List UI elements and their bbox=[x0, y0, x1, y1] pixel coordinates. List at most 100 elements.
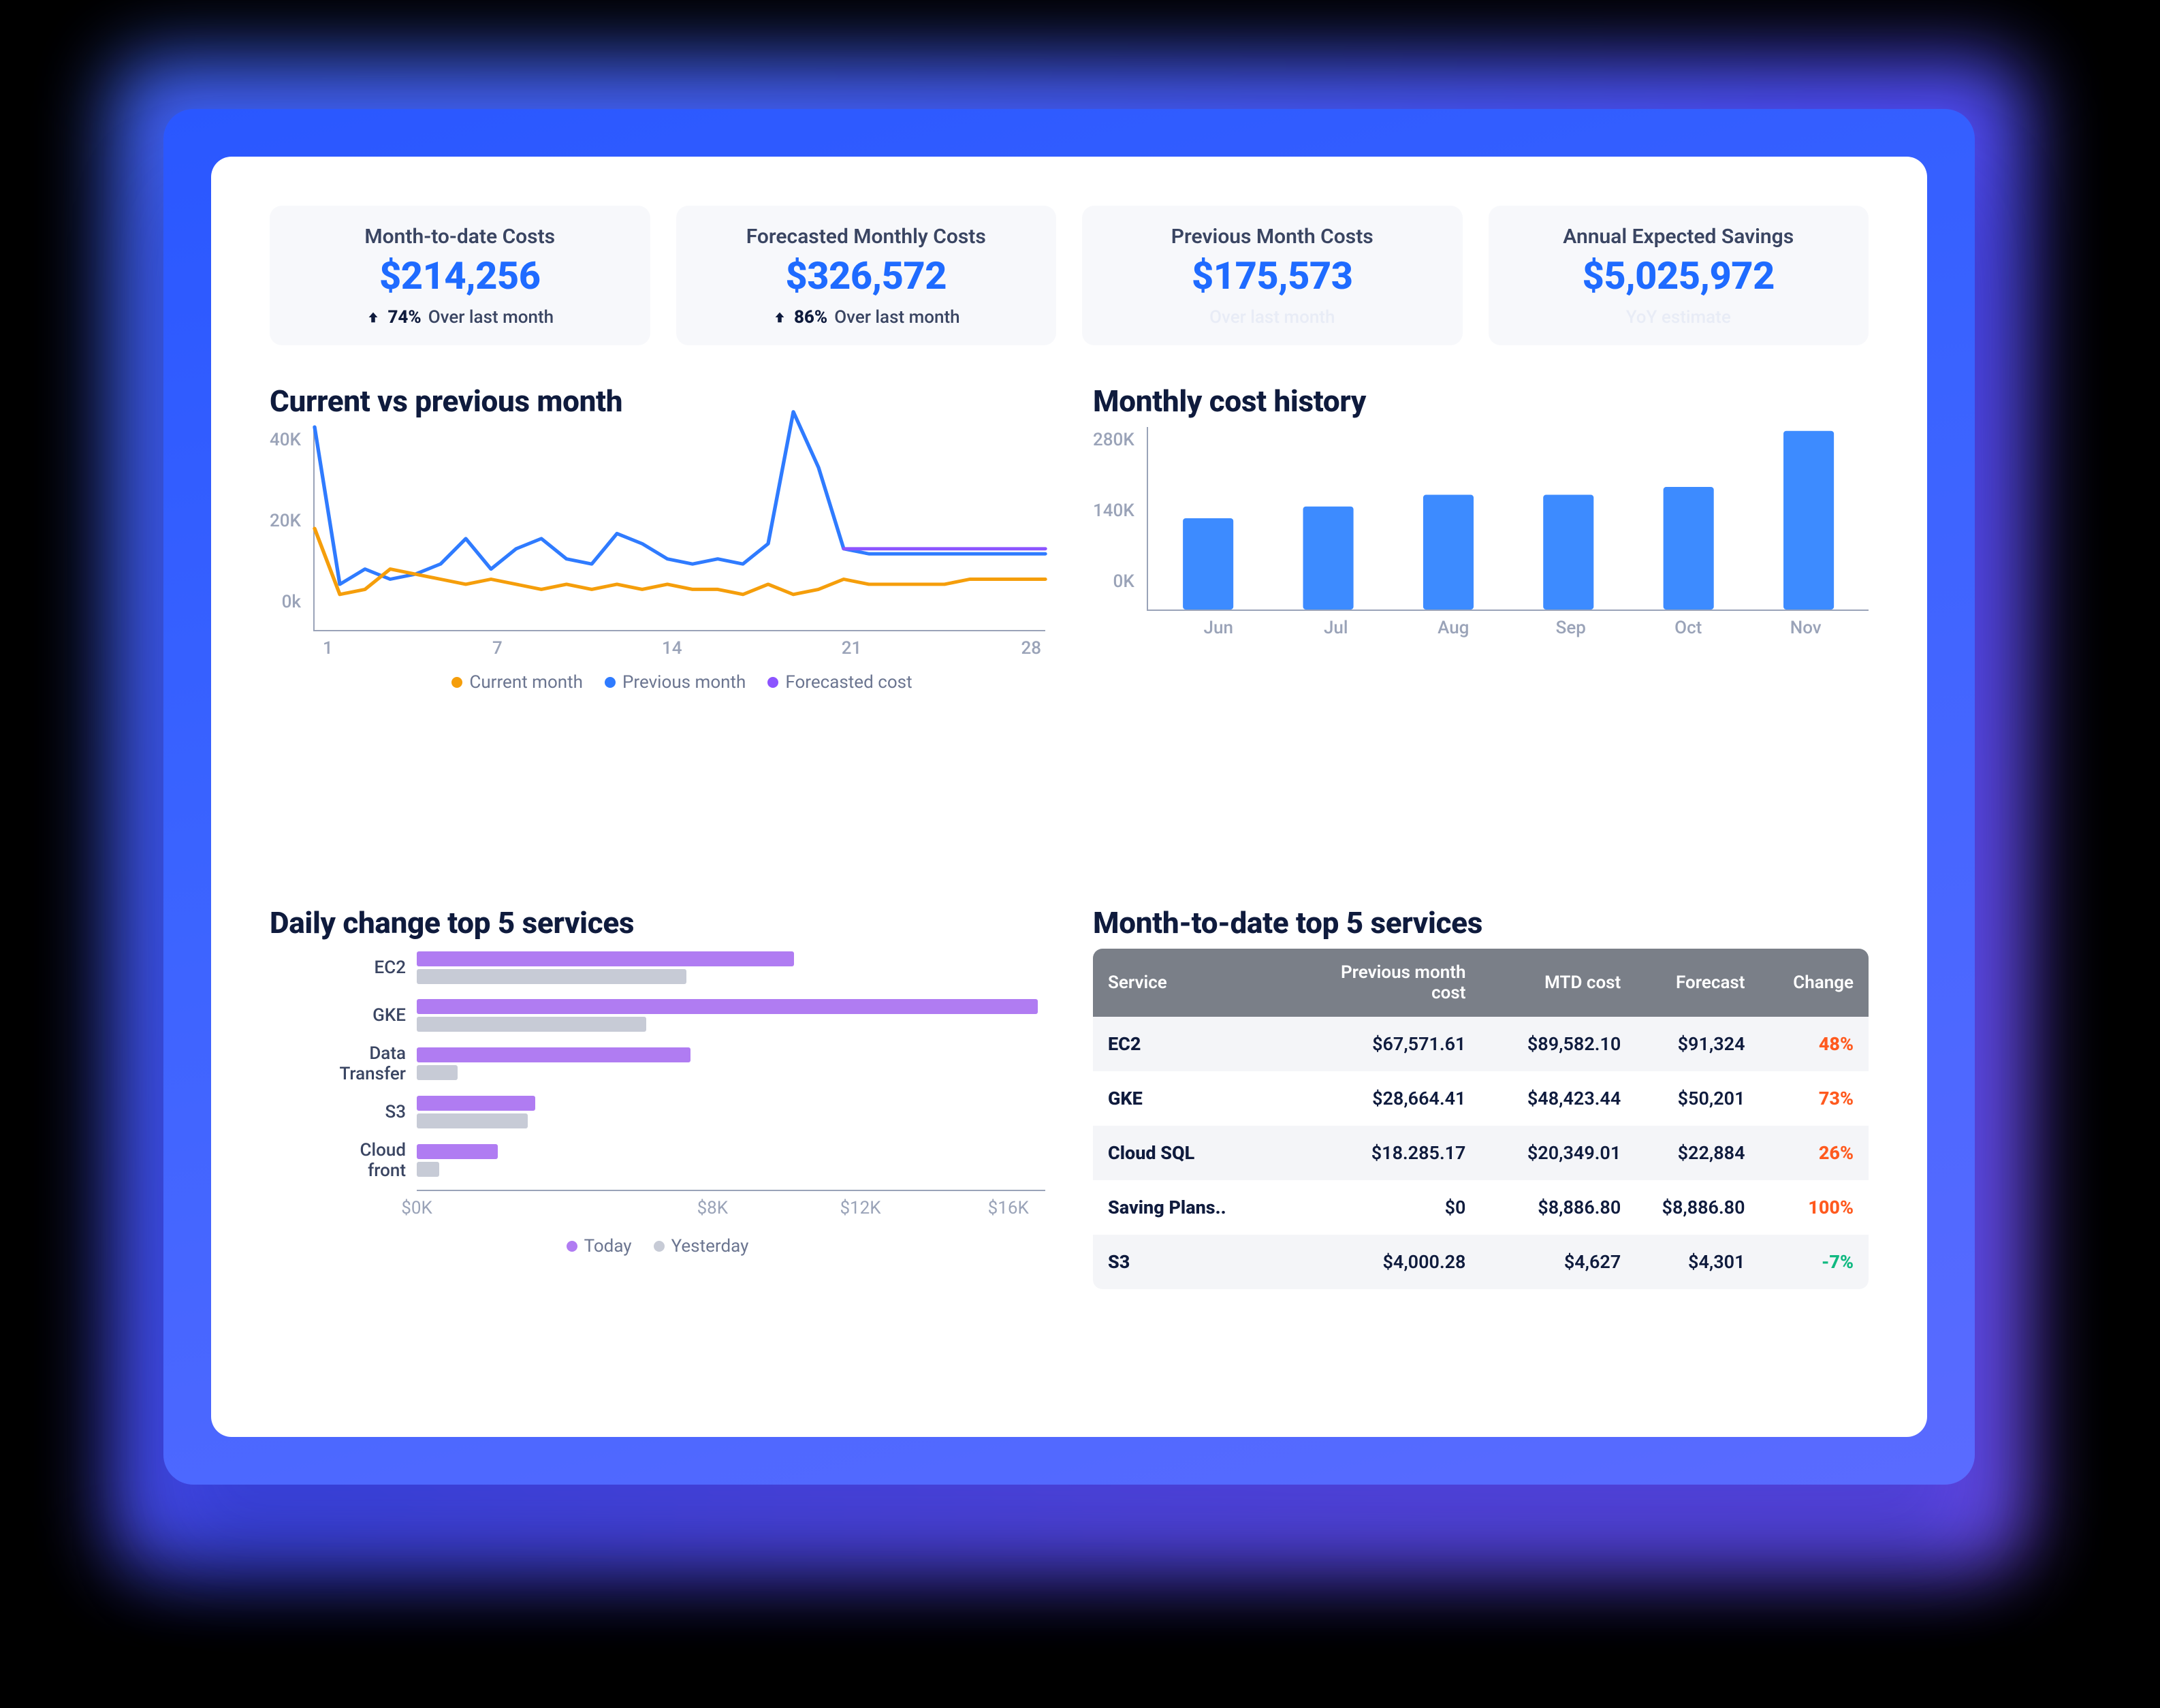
bar[interactable] bbox=[1543, 494, 1593, 609]
kpi-mtd-costs[interactable]: Month-to-date Costs $214,256 74% Over la… bbox=[270, 206, 650, 345]
row-charts-1: Current vs previous month 40K20K0k 17142… bbox=[270, 383, 1869, 868]
service-cell: Cloud SQL bbox=[1093, 1126, 1295, 1180]
kpi-delta-faded: Over last month bbox=[1102, 307, 1442, 328]
services-table[interactable]: ServicePrevious month costMTD costForeca… bbox=[1093, 949, 1869, 1289]
line-chart-plot bbox=[313, 427, 1045, 631]
service-cell: EC2 bbox=[1093, 1017, 1295, 1071]
value-cell: $4,627 bbox=[1480, 1235, 1636, 1289]
kpi-label: Forecasted Monthly Costs bbox=[697, 225, 1036, 249]
ytick: 140K bbox=[1093, 501, 1134, 521]
table-row[interactable]: Saving Plans..$0$8,886.80$8,886.80100% bbox=[1093, 1180, 1869, 1235]
legend-dot-icon bbox=[605, 677, 616, 688]
xtick: 1 bbox=[323, 638, 333, 659]
bar[interactable] bbox=[1183, 518, 1233, 610]
value-cell: $91,324 bbox=[1636, 1017, 1760, 1071]
bar[interactable] bbox=[1423, 494, 1474, 609]
legend-label: Previous month bbox=[622, 672, 746, 693]
legend-dot-icon bbox=[767, 677, 778, 688]
legend-label: Forecasted cost bbox=[785, 672, 912, 693]
kpi-delta-faded: YoY estimate bbox=[1509, 307, 1849, 328]
xtick: $12K bbox=[840, 1198, 880, 1218]
kpi-previous-month[interactable]: Previous Month Costs $175,573 Over last … bbox=[1082, 206, 1463, 345]
line-chart[interactable]: 40K20K0k bbox=[270, 427, 1045, 631]
table-header-cell[interactable]: Forecast bbox=[1636, 949, 1760, 1017]
legend-label: Today bbox=[584, 1236, 632, 1256]
legend-item[interactable]: Yesterday bbox=[654, 1236, 749, 1256]
value-cell: $67,571.61 bbox=[1295, 1017, 1480, 1071]
xtick: 28 bbox=[1021, 638, 1041, 659]
table-header-cell[interactable]: MTD cost bbox=[1480, 949, 1636, 1017]
kpi-label: Annual Expected Savings bbox=[1509, 225, 1849, 249]
bar[interactable] bbox=[1663, 487, 1713, 610]
line-chart-yaxis: 40K20K0k bbox=[270, 427, 301, 631]
table-row[interactable]: GKE$28,664.41$48,423.44$50,20173% bbox=[1093, 1071, 1869, 1126]
legend-item[interactable]: Current month bbox=[451, 672, 583, 693]
legend-item[interactable]: Forecasted cost bbox=[767, 672, 912, 693]
change-cell: 26% bbox=[1760, 1126, 1869, 1180]
value-cell: $89,582.10 bbox=[1480, 1017, 1636, 1071]
hbar-row[interactable] bbox=[417, 949, 1045, 988]
current-vs-previous-card: Current vs previous month 40K20K0k 17142… bbox=[270, 383, 1045, 693]
hbar-today bbox=[417, 999, 1038, 1014]
hbar-today bbox=[417, 1144, 498, 1159]
kpi-annual-savings[interactable]: Annual Expected Savings $5,025,972 YoY e… bbox=[1489, 206, 1869, 345]
section-title: Month-to-date top 5 services bbox=[1093, 905, 1869, 940]
change-cell: 73% bbox=[1760, 1071, 1869, 1126]
table-header-cell[interactable]: Service bbox=[1093, 949, 1295, 1017]
hbar-yesterday bbox=[417, 1065, 458, 1080]
table-row[interactable]: Cloud SQL$18.285.17$20,349.01$22,88426% bbox=[1093, 1126, 1869, 1180]
hbar-xaxis: $0K$8K$12K$16K bbox=[417, 1190, 1045, 1214]
hbar-yesterday bbox=[417, 1017, 646, 1032]
bar-chart-plot bbox=[1147, 427, 1869, 611]
kpi-value: $326,572 bbox=[697, 255, 1036, 298]
row-charts-2: Daily change top 5 services EC2GKEDataTr… bbox=[270, 905, 1869, 1389]
hbar-row[interactable] bbox=[417, 1141, 1045, 1181]
change-cell: 48% bbox=[1760, 1017, 1869, 1071]
hbar-label: S3 bbox=[270, 1103, 406, 1123]
kpi-delta-caption: Over last month bbox=[428, 307, 554, 328]
value-cell: $4,301 bbox=[1636, 1235, 1760, 1289]
legend-label: Yesterday bbox=[671, 1236, 749, 1256]
kpi-delta: 74% Over last month bbox=[290, 307, 630, 328]
hbar-label: DataTransfer bbox=[270, 1044, 406, 1085]
table-header-cell[interactable]: Change bbox=[1760, 949, 1869, 1017]
xtick: $0K bbox=[401, 1198, 432, 1218]
kpi-label: Previous Month Costs bbox=[1102, 225, 1442, 249]
mtd-top5-card: Month-to-date top 5 services ServicePrev… bbox=[1093, 905, 1869, 1289]
table-row[interactable]: S3$4,000.28$4,627$4,301-7% bbox=[1093, 1235, 1869, 1289]
bar[interactable] bbox=[1303, 506, 1353, 609]
bar-chart[interactable]: 280K140K0K bbox=[1093, 427, 1869, 611]
table-header-cell[interactable]: Previous month cost bbox=[1295, 949, 1480, 1017]
bar-chart-xaxis: JunJulAugSepOctNov bbox=[1156, 611, 1869, 638]
hbar-chart[interactable]: EC2GKEDataTransferS3Cloudfront$0K$8K$12K… bbox=[270, 949, 1045, 1256]
services-table-body: EC2$67,571.61$89,582.10$91,32448%GKE$28,… bbox=[1093, 1017, 1869, 1289]
dashboard-panel: Month-to-date Costs $214,256 74% Over la… bbox=[211, 157, 1927, 1437]
kpi-delta-pct: 86% bbox=[794, 307, 827, 328]
hbar-row[interactable] bbox=[417, 1093, 1045, 1133]
ytick: 20K bbox=[270, 511, 301, 531]
kpi-forecast-costs[interactable]: Forecasted Monthly Costs $326,572 86% Ov… bbox=[676, 206, 1057, 345]
value-cell: $50,201 bbox=[1636, 1071, 1760, 1126]
hbar-label: EC2 bbox=[270, 958, 406, 979]
section-title: Current vs previous month bbox=[270, 383, 1045, 419]
table-row[interactable]: EC2$67,571.61$89,582.10$91,32448% bbox=[1093, 1017, 1869, 1071]
hbar-label: Cloudfront bbox=[270, 1141, 406, 1182]
kpi-value: $5,025,972 bbox=[1509, 255, 1849, 298]
hbar-row[interactable] bbox=[417, 996, 1045, 1036]
xtick: Nov bbox=[1747, 618, 1865, 638]
legend-dot-icon bbox=[451, 677, 462, 688]
legend-item[interactable]: Today bbox=[567, 1236, 632, 1256]
xtick: Jul bbox=[1277, 618, 1395, 638]
change-cell: -7% bbox=[1760, 1235, 1869, 1289]
line-chart-legend: Current month Previous month Forecasted co… bbox=[319, 672, 1045, 693]
kpi-value: $214,256 bbox=[290, 255, 630, 298]
bar-chart-yaxis: 280K140K0K bbox=[1093, 427, 1134, 611]
legend-item[interactable]: Previous month bbox=[605, 672, 746, 693]
xtick: Aug bbox=[1395, 618, 1512, 638]
hbar-row[interactable] bbox=[417, 1045, 1045, 1084]
value-cell: $28,664.41 bbox=[1295, 1071, 1480, 1126]
service-cell: S3 bbox=[1093, 1235, 1295, 1289]
bar[interactable] bbox=[1783, 430, 1834, 609]
ytick: 40K bbox=[270, 430, 301, 450]
section-title: Daily change top 5 services bbox=[270, 905, 1045, 940]
